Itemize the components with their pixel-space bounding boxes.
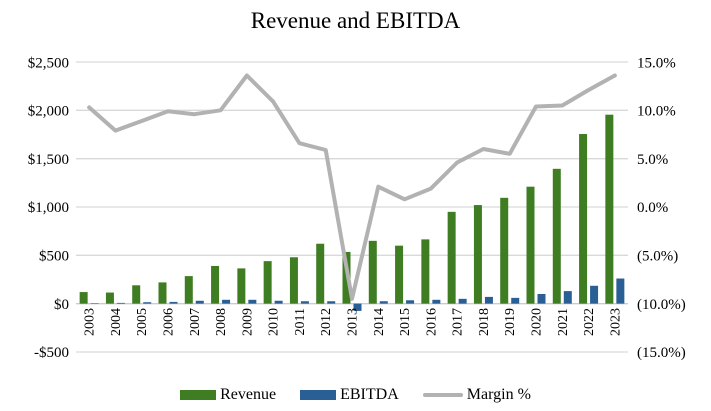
ebitda-bar (195, 300, 204, 304)
y-axis-label-left: $1,500 (28, 152, 69, 168)
margin-line (87, 73, 617, 301)
x-axis-label: 2004 (109, 308, 124, 336)
ebitda-bar (590, 285, 599, 304)
x-axis-label: 2018 (477, 308, 492, 336)
ebitda-bar (379, 301, 388, 304)
ebitda-bar (248, 299, 257, 304)
revenue-bar (211, 265, 220, 304)
revenue-swatch-icon (180, 390, 217, 400)
legend-item-revenue: Revenue (180, 386, 276, 404)
revenue-bar (473, 205, 482, 304)
x-axis-label: 2006 (162, 308, 177, 336)
x-axis-label: 2003 (83, 308, 98, 336)
ebitda-bar (511, 297, 520, 304)
revenue-bar (132, 285, 141, 304)
x-axis-label: 2005 (135, 308, 150, 336)
x-axis-label: 2021 (556, 308, 571, 336)
ebitda-bar (458, 298, 467, 304)
x-axis-label: 2015 (398, 308, 413, 336)
x-axis-label: 2013 (346, 308, 361, 336)
revenue-bar (316, 243, 325, 304)
y-axis-label-left: $500 (39, 249, 69, 265)
revenue-bar (579, 134, 588, 304)
x-axis-label: 2012 (319, 308, 334, 336)
ebitda-bar (432, 299, 441, 304)
ebitda-swatch-icon (300, 390, 337, 400)
ebitda-bar (143, 302, 152, 304)
x-axis-label: 2019 (503, 308, 518, 336)
ebitda-bar (222, 299, 231, 304)
ebitda-bar (353, 303, 362, 311)
revenue-bar (395, 245, 404, 304)
revenue-bar (289, 257, 298, 304)
revenue-bar (184, 276, 193, 304)
x-axis-label: 2022 (582, 308, 597, 336)
y-axis-label-left: $2,000 (28, 104, 69, 120)
revenue-bar (605, 114, 614, 304)
revenue-bar (421, 239, 430, 304)
x-axis-label: 2020 (530, 308, 545, 336)
chart-legend: Revenue EBITDA Margin % (0, 386, 711, 404)
y-axis-label-left: -$500 (34, 345, 69, 361)
legend-label-ebitda: EBITDA (340, 386, 399, 403)
ebitda-bar (116, 302, 125, 304)
legend-label-revenue: Revenue (220, 386, 277, 403)
x-axis-label: 2017 (451, 308, 466, 336)
y-axis-label-right: (5.0%) (637, 249, 678, 265)
ebitda-bar (327, 301, 336, 304)
y-axis-label-right: 15.0% (637, 55, 676, 71)
y-axis-label-right: (10.0%) (637, 297, 686, 313)
x-axis-label: 2008 (214, 308, 229, 336)
x-axis-label: 2014 (372, 308, 387, 336)
y-axis-label-right: (15.0%) (637, 345, 686, 361)
y-axis-label-left: $2,500 (28, 55, 69, 71)
ebitda-bar (274, 300, 283, 304)
chart-title: Revenue and EBITDA (250, 8, 461, 33)
ebitda-bar (169, 301, 178, 304)
ebitda-bar (300, 301, 309, 304)
y-axis-label-right: 10.0% (637, 104, 676, 120)
revenue-bar (263, 261, 272, 304)
revenue-bar (500, 197, 509, 304)
ebitda-bar (616, 278, 625, 304)
revenue-bar (79, 292, 88, 304)
ebitda-bar (406, 300, 415, 304)
revenue-bar (526, 186, 535, 304)
x-axis-label: 2011 (293, 308, 308, 335)
ebitda-bar (484, 296, 493, 304)
ebitda-bar (537, 294, 546, 304)
x-axis-label: 2016 (424, 308, 439, 336)
legend-label-margin: Margin % (466, 386, 531, 403)
legend-item-ebitda: EBITDA (300, 386, 399, 404)
ebitda-bar (563, 291, 572, 304)
x-axis-label: 2023 (608, 308, 623, 336)
revenue-bar (158, 282, 167, 304)
y-axis-label-right: 0.0% (637, 200, 668, 216)
x-axis-label: 2009 (240, 308, 255, 336)
y-axis-label-right: 5.0% (637, 152, 668, 168)
revenue-bar (368, 240, 377, 304)
revenue-bar (552, 168, 561, 304)
y-axis-label-left: $1,000 (28, 200, 69, 216)
margin-swatch-icon (422, 393, 463, 397)
y-axis-label-left: $0 (54, 297, 69, 313)
revenue-bar (105, 292, 114, 304)
revenue-bar (447, 211, 456, 304)
x-axis-label: 2007 (188, 308, 203, 336)
legend-item-margin: Margin % (422, 386, 531, 404)
x-axis-label: 2010 (267, 308, 282, 336)
revenue-bar (237, 268, 246, 304)
